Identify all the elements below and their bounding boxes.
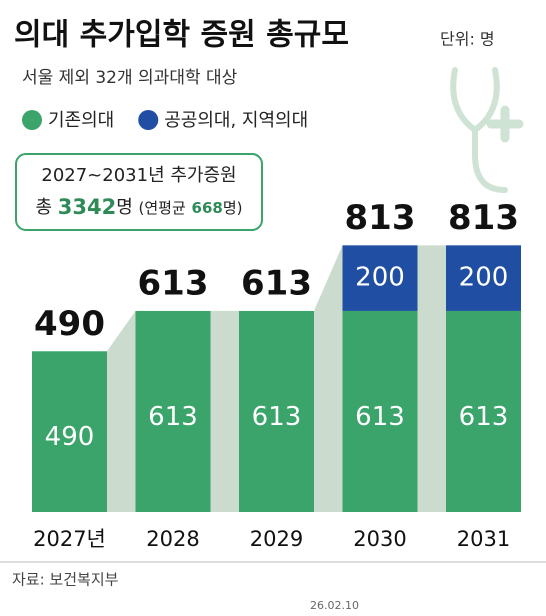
subtitle: 서울 제외 32개 의과대학 대상	[22, 68, 238, 88]
bar-segment	[342, 245, 418, 311]
avg-value: 668	[192, 199, 223, 217]
value-label: 613	[252, 402, 302, 432]
connector	[314, 245, 343, 512]
total-value: 3342	[58, 195, 116, 219]
value-label: 613	[148, 402, 198, 432]
avg-unit: 명)	[223, 199, 243, 217]
bar-segment	[32, 351, 107, 512]
total-label: 613	[241, 263, 312, 303]
x-tick-label: 2029	[250, 527, 303, 551]
x-tick-label: 2028	[146, 527, 199, 551]
connector	[210, 310, 239, 512]
connector	[107, 310, 136, 512]
bar-segment	[342, 310, 418, 512]
legend: 기존의대 공공의대, 지역의대	[22, 110, 308, 131]
plot: 490 490 2027년 613 613 2028 613 613 2029 613 200 813…	[32, 198, 521, 551]
connector	[417, 245, 446, 512]
total-label: 613	[138, 263, 209, 303]
total-label: 총	[35, 197, 52, 218]
total-label: 813	[448, 198, 519, 238]
bar-segment	[446, 245, 521, 311]
total-unit: 명	[116, 197, 133, 218]
bar-segment	[446, 310, 521, 512]
value-label: 613	[355, 402, 405, 432]
legend-marker	[138, 110, 159, 130]
x-tick-label: 2031	[457, 527, 510, 551]
x-tick-label: 2030	[353, 527, 406, 551]
total-label: 813	[345, 198, 416, 238]
value-label: 200	[355, 263, 405, 293]
summary-box: 2027~2031년 추가증원 총 3342명 (연평균 668명)	[15, 153, 263, 231]
chart-title: 의대 추가입학 증원 총규모	[14, 18, 349, 53]
stethoscope-icon	[450, 67, 524, 193]
unit-note: 단위: 명	[440, 30, 495, 49]
legend-marker	[22, 110, 42, 130]
value-label: 490	[45, 422, 95, 452]
x-tick-label: 2027년	[33, 527, 106, 551]
box-frame	[15, 153, 263, 231]
bar-segment	[239, 310, 314, 512]
source: 자료: 보건복지부	[12, 571, 119, 589]
bar-segment	[135, 310, 211, 512]
legend-label: 기존의대	[48, 110, 114, 131]
value-label: 200	[459, 263, 509, 293]
value-label: 613	[459, 402, 509, 432]
total-label: 490	[34, 304, 105, 344]
box-title: 2027~2031년 추가증원	[41, 165, 236, 186]
box-total: 총 3342명 (연평균 668명)	[35, 195, 242, 219]
credit: 26.02.10	[310, 599, 359, 612]
avg-label: (연평균	[139, 199, 186, 217]
legend-label: 공공의대, 지역의대	[164, 110, 308, 131]
